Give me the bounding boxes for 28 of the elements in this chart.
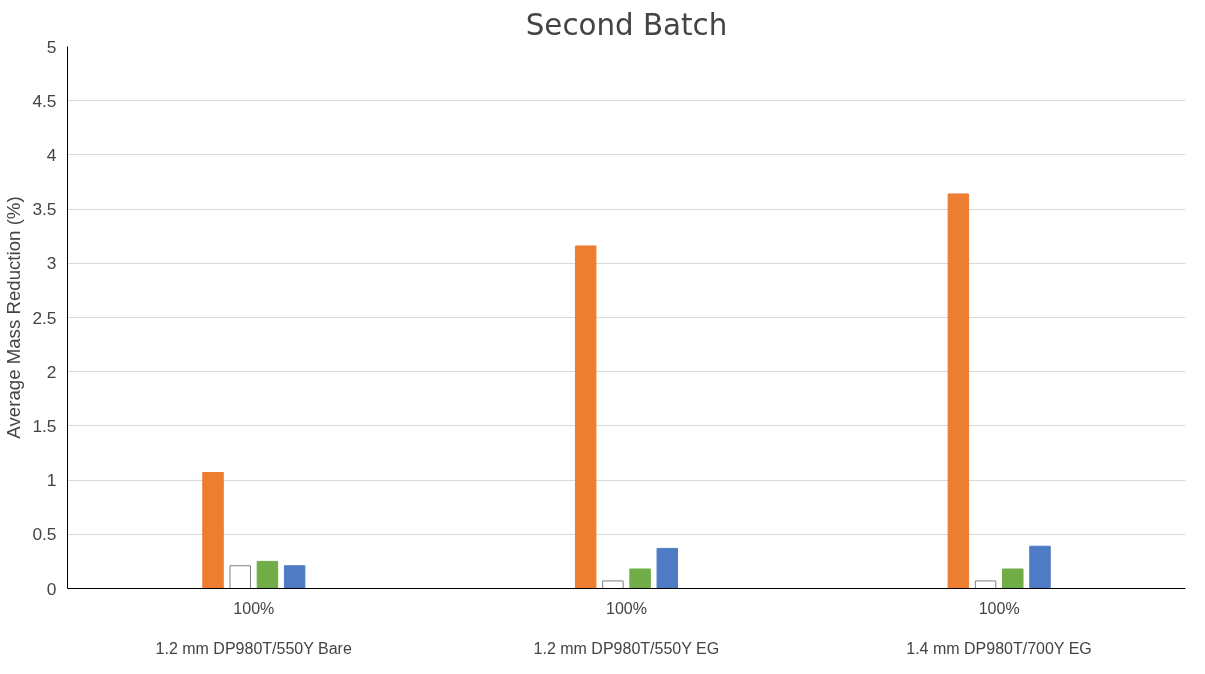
y-tick-label: 1 [46,470,57,491]
y-tick-label: 3.5 [32,199,57,220]
category-label: 100% 1.2 mm DP980T/550Y EG [533,599,720,658]
y-tick-label: 0 [46,578,57,599]
bar [283,565,306,589]
bar [1029,545,1051,589]
y-tick-label: 4.5 [32,90,57,111]
y-tick-label: 4 [46,144,57,165]
bar [202,472,224,589]
chart-title: Second Batch [525,7,728,42]
bar [602,580,624,589]
y-axis-title: Average Mass Reduction (%) [3,196,25,439]
y-tick-label: 5 [46,36,57,57]
category-label: 100% 1.4 mm DP980T/700Y EG [906,599,1092,658]
y-tick-label: 3 [46,253,57,274]
bar [256,560,279,589]
bar [574,245,597,589]
bar [629,568,651,589]
bar [974,580,997,589]
bar [229,565,251,589]
y-tick-label: 2 [46,361,57,382]
y-tick-label: 1.5 [32,415,57,436]
y-tick-label: 0.5 [32,524,57,545]
bar [656,547,679,589]
bar [1002,568,1024,589]
y-tick-label: 2.5 [32,307,57,328]
category-label: 100% 1.2 mm DP980T/550Y Bare [155,599,352,658]
bar [947,193,970,589]
